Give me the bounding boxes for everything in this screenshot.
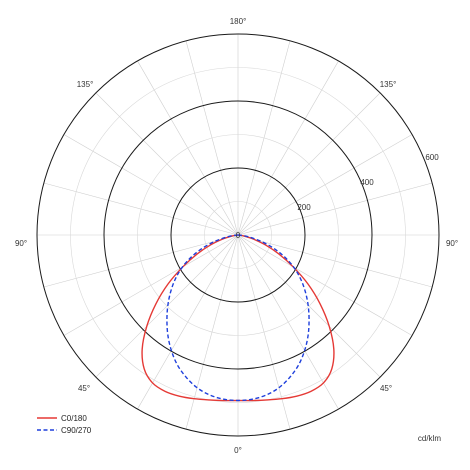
grid-major-circle bbox=[36, 33, 440, 437]
series-curve-1 bbox=[166, 234, 310, 402]
angle-label-45-right: 45° bbox=[380, 384, 392, 393]
angle-label-135-right: 135° bbox=[380, 80, 397, 89]
radial-tick-label-400: 400 bbox=[360, 178, 374, 187]
radial-tick-label-600: 600 bbox=[425, 153, 439, 162]
unit-label: cd/klm bbox=[418, 434, 441, 443]
angle-label-90-right: 90° bbox=[446, 239, 458, 248]
distribution-curves bbox=[141, 234, 335, 402]
angle-label-90-left: 90° bbox=[15, 239, 27, 248]
angle-label-0: 0° bbox=[234, 446, 242, 455]
angle-label-45-left: 45° bbox=[78, 384, 90, 393]
grid-minor-circle bbox=[137, 134, 339, 336]
grid-minor-circle bbox=[70, 67, 406, 403]
angle-label-180: 180° bbox=[230, 17, 247, 26]
legend: C0/180 C90/270 bbox=[37, 414, 92, 435]
polar-grid bbox=[36, 33, 440, 437]
radial-tick-label-200: 200 bbox=[297, 203, 311, 212]
grid-major-circle bbox=[103, 100, 373, 370]
legend-label-c90-270: C90/270 bbox=[61, 426, 92, 435]
chart-labels: 180° 135° 135° 90° 90° 45° 45° 0° 0 200 … bbox=[15, 17, 458, 455]
angle-label-135-left: 135° bbox=[77, 80, 94, 89]
grid-major-circle bbox=[170, 167, 306, 303]
center-label: 0 bbox=[236, 231, 241, 240]
grid-minor-circle bbox=[204, 201, 272, 269]
legend-label-c0-180: C0/180 bbox=[61, 414, 87, 423]
